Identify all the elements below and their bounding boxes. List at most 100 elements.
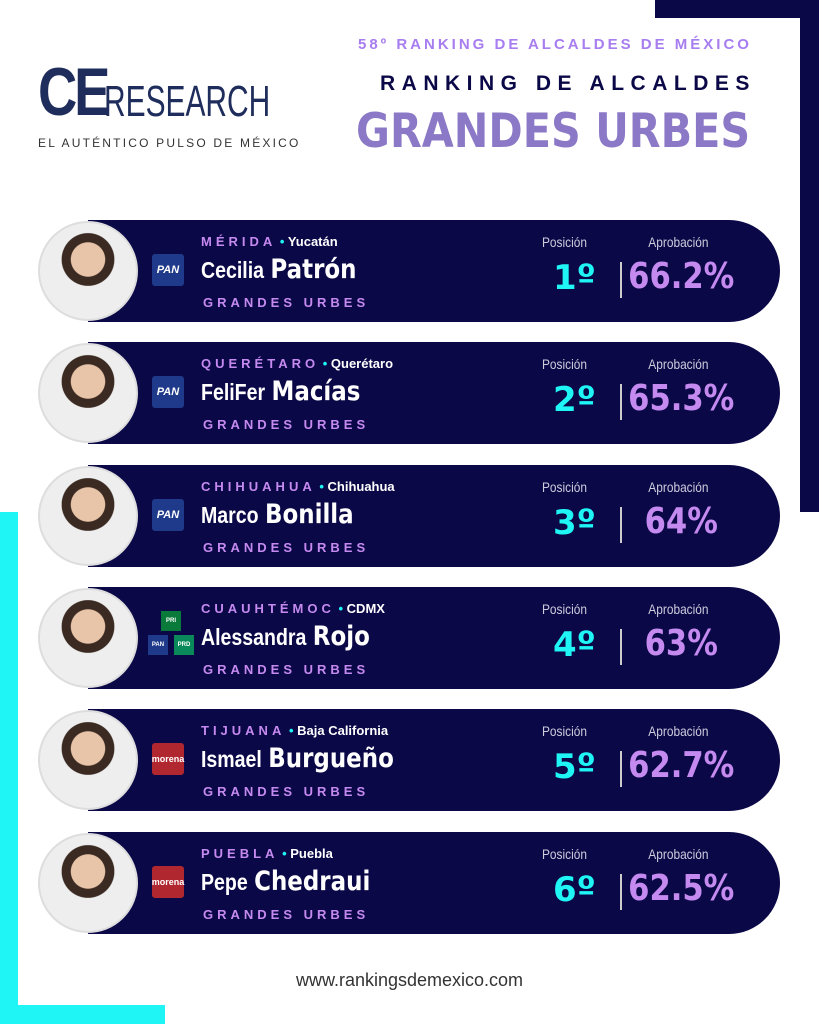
pan-logo-icon: PAN xyxy=(152,254,184,286)
category: GRANDES URBES xyxy=(203,417,370,432)
position-value: 2º xyxy=(553,380,596,420)
divider xyxy=(620,262,622,298)
mayor-name: Pepe Chedraui xyxy=(201,866,370,897)
last-name: Rojo xyxy=(312,621,370,652)
card-background xyxy=(88,465,780,567)
position-label: Posición xyxy=(541,479,587,495)
tagline: EL AUTÉNTICO PULSO DE MÉXICO xyxy=(38,136,301,150)
city-line: QUERÉTARO • Querétaro xyxy=(201,356,394,371)
position-value: 4º xyxy=(553,625,596,665)
first-name: Alessandra xyxy=(201,624,307,650)
first-name: Pepe xyxy=(201,869,248,895)
city-line: PUEBLA • Puebla xyxy=(201,846,333,861)
logo-research: RESEARCH xyxy=(104,77,271,126)
city-line: TIJUANA • Baja California xyxy=(201,723,389,738)
state: Querétaro xyxy=(330,356,394,371)
edition-label: 58º RANKING DE ALCALDES DE MÉXICO xyxy=(358,36,752,53)
card-background xyxy=(88,709,780,811)
city: CUAUHTÉMOC xyxy=(201,601,335,616)
page-subtitle: GRANDES URBES xyxy=(356,104,751,159)
mayor-card: PAN CHIHUAHUA • Chihuahua Marco Bonilla … xyxy=(38,465,780,567)
approval-value: 64% xyxy=(644,501,718,542)
city: QUERÉTARO xyxy=(201,356,320,371)
approval-label: Aprobación xyxy=(648,479,709,495)
category: GRANDES URBES xyxy=(203,540,370,555)
ce-research-logo: CE RESEARCH xyxy=(38,54,349,130)
city: TIJUANA xyxy=(201,723,286,738)
city-line: MÉRIDA • Yucatán xyxy=(201,234,338,249)
divider xyxy=(620,751,622,787)
position-value: 3º xyxy=(553,503,596,543)
mayor-name: Cecilia Patrón xyxy=(201,254,357,285)
mayor-name: Marco Bonilla xyxy=(201,499,354,530)
footer-url[interactable]: www.rankingsdemexico.com xyxy=(295,970,524,990)
first-name: Ismael xyxy=(201,746,262,772)
pan-logo-icon: PAN xyxy=(152,499,184,531)
position-label: Posición xyxy=(541,234,587,250)
frame-left xyxy=(0,512,18,1024)
state: Yucatán xyxy=(287,234,338,249)
card-background xyxy=(88,832,780,934)
approval-label: Aprobación xyxy=(648,601,709,617)
mayor-name: FeliFer Macías xyxy=(201,376,360,407)
category: GRANDES URBES xyxy=(203,907,370,922)
mayor-card: morena PUEBLA • Puebla Pepe Chedraui GRA… xyxy=(38,832,780,934)
category: GRANDES URBES xyxy=(203,295,370,310)
card-background xyxy=(88,587,780,689)
approval-value: 66.2% xyxy=(628,256,735,297)
approval-value: 62.5% xyxy=(628,868,735,909)
position-label: Posición xyxy=(541,601,587,617)
last-name: Burgueño xyxy=(268,743,394,774)
coalition-logo-icon: PRI PAN PRD xyxy=(146,611,196,661)
last-name: Patrón xyxy=(270,254,357,285)
approval-label: Aprobación xyxy=(648,846,709,862)
position-label: Posición xyxy=(541,723,587,739)
card-background xyxy=(88,220,780,322)
city: MÉRIDA xyxy=(201,234,277,249)
approval-value: 63% xyxy=(644,623,718,664)
category: GRANDES URBES xyxy=(203,784,370,799)
mayor-photo xyxy=(38,833,138,933)
first-name: Marco xyxy=(201,502,259,528)
mayor-photo xyxy=(38,710,138,810)
pan-logo-icon: PAN xyxy=(152,376,184,408)
frame-top xyxy=(655,0,819,18)
position-label: Posición xyxy=(541,356,587,372)
approval-value: 62.7% xyxy=(628,745,735,786)
mayor-photo xyxy=(38,588,138,688)
category: GRANDES URBES xyxy=(203,662,370,677)
mayor-name: Alessandra Rojo xyxy=(201,621,370,652)
last-name: Bonilla xyxy=(264,499,354,530)
last-name: Macías xyxy=(271,376,361,407)
mayor-card: morena TIJUANA • Baja California Ismael … xyxy=(38,709,780,811)
first-name: Cecilia xyxy=(201,257,265,283)
approval-label: Aprobación xyxy=(648,723,709,739)
mayor-photo xyxy=(38,466,138,566)
city: CHIHUAHUA xyxy=(201,479,316,494)
position-value: 5º xyxy=(553,747,596,787)
page-title: RANKING DE ALCALDES xyxy=(380,72,756,95)
mayor-card: PRI PAN PRD CUAUHTÉMOC • CDMX Alessandra R… xyxy=(38,587,780,689)
state: Puebla xyxy=(290,846,333,861)
state: CDMX xyxy=(346,601,385,616)
mayor-card: PAN MÉRIDA • Yucatán Cecilia Patrón GRAN… xyxy=(38,220,780,322)
position-value: 1º xyxy=(553,258,596,298)
state: Baja California xyxy=(297,723,389,738)
card-background xyxy=(88,342,780,444)
divider xyxy=(620,629,622,665)
position-value: 6º xyxy=(553,870,596,910)
approval-value: 65.3% xyxy=(628,378,735,419)
divider xyxy=(620,874,622,910)
approval-label: Aprobación xyxy=(648,234,709,250)
state: Chihuahua xyxy=(327,479,395,494)
divider xyxy=(620,507,622,543)
logo-ce: CE xyxy=(38,54,110,130)
mayor-photo xyxy=(38,343,138,443)
mayor-photo xyxy=(38,221,138,321)
approval-label: Aprobación xyxy=(648,356,709,372)
mayor-name: Ismael Burgueño xyxy=(201,743,394,774)
morena-logo-icon: morena xyxy=(152,743,184,775)
position-label: Posición xyxy=(541,846,587,862)
last-name: Chedraui xyxy=(254,866,371,897)
city-line: CUAUHTÉMOC • CDMX xyxy=(201,601,385,616)
